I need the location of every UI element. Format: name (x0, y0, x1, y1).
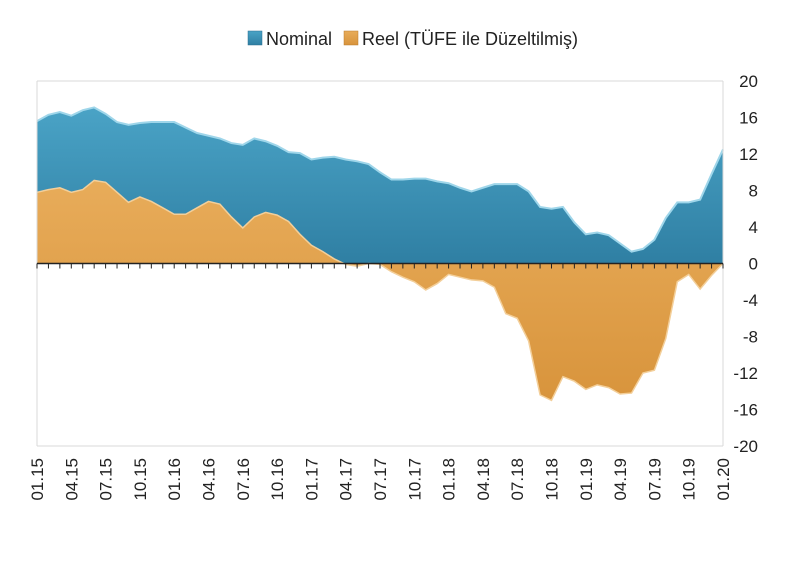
x-tick-label: 01.16 (165, 458, 184, 501)
y-tick-label: -20 (733, 437, 758, 456)
x-tick-label: 07.15 (97, 458, 116, 501)
nominal-line (36, 106, 724, 253)
x-tick-label: 04.18 (474, 458, 493, 501)
x-tick-label: 04.19 (611, 458, 630, 501)
reel-area (37, 180, 723, 401)
x-tick-label: 10.19 (680, 458, 699, 501)
x-axis: 01.15 04.15 07.15 10.15 01.16 04.16 07.16 10.16… (28, 458, 733, 501)
x-tick-label: 10.16 (268, 458, 287, 501)
legend-swatch-reel (343, 30, 359, 46)
y-tick-label: 16 (739, 109, 758, 128)
x-tick-label: 01.18 (440, 458, 459, 501)
plot-area (36, 106, 724, 402)
axes (36, 80, 724, 447)
legend: Nominal Reel (TÜFE ile Düzeltilmiş) (247, 29, 578, 49)
x-tick-label: 10.17 (405, 458, 424, 501)
y-tick-label: 12 (739, 145, 758, 164)
y-tick-label: 20 (739, 72, 758, 91)
x-tick-label: 10.15 (131, 458, 150, 501)
legend-label-nominal: Nominal (266, 29, 332, 49)
x-tick-label: 07.17 (371, 458, 390, 501)
y-tick-label: -4 (743, 291, 758, 310)
y-tick-label: -16 (733, 401, 758, 420)
x-tick-label: 01.19 (577, 458, 596, 501)
y-axis: 20 16 12 8 4 0 -4 -8 -12 -16 -20 (733, 72, 758, 456)
x-tick-label: 04.16 (200, 458, 219, 501)
y-tick-label: 0 (749, 255, 758, 274)
legend-swatch-nominal (247, 30, 263, 46)
y-tick-label: -8 (743, 328, 758, 347)
x-tick-label: 01.15 (28, 458, 47, 501)
legend-label-reel: Reel (TÜFE ile Düzeltilmiş) (362, 29, 578, 49)
x-tick-label: 04.17 (337, 458, 356, 501)
x-tick-label: 01.17 (302, 458, 321, 501)
x-tick-label: 07.19 (645, 458, 664, 501)
y-tick-label: 8 (749, 182, 758, 201)
x-tick-label: 04.15 (62, 458, 81, 501)
x-tick-label: 07.18 (508, 458, 527, 501)
y-tick-label: -12 (733, 364, 758, 383)
x-tick-label: 07.16 (234, 458, 253, 501)
y-tick-label: 4 (749, 218, 758, 237)
x-tick-label: 10.18 (543, 458, 562, 501)
x-tick-label: 01.20 (714, 458, 733, 501)
